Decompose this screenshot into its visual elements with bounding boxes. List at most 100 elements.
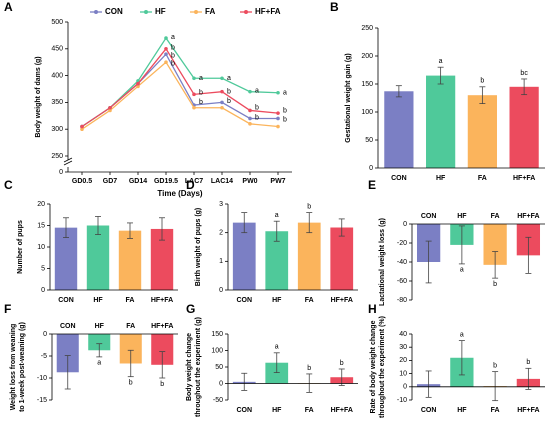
axis-break xyxy=(63,157,73,166)
significance-letter: b xyxy=(199,90,203,97)
x-tick-label: HF xyxy=(457,407,467,414)
x-tick-label: PW0 xyxy=(242,178,257,185)
x-tick-label: GD14 xyxy=(129,178,147,185)
y-tick-label: -80 xyxy=(397,297,407,304)
panel-label: A xyxy=(4,0,13,14)
significance-letter: b xyxy=(526,359,530,366)
y-axis-label: Body weight change xyxy=(186,333,193,401)
x-tick-label: LAC14 xyxy=(211,178,233,185)
bar xyxy=(151,334,174,365)
x-tick-label: HF+FA xyxy=(151,297,173,304)
y-tick-label: 20 xyxy=(37,201,45,208)
x-tick-label: PW7 xyxy=(270,178,285,185)
significance-letter: a xyxy=(227,75,231,82)
y-tick-label: 30 xyxy=(399,344,407,351)
series-point xyxy=(192,105,196,110)
x-tick-label: HF xyxy=(93,297,103,304)
significance-letter: b xyxy=(129,380,133,387)
x-tick-label: CON xyxy=(421,407,437,414)
x-tick-label: FA xyxy=(126,323,135,330)
x-tick-label: GD7 xyxy=(103,178,118,185)
series-point xyxy=(220,76,224,81)
significance-letter: b xyxy=(283,116,287,123)
y-tick-label: 350 xyxy=(51,99,63,106)
y-axis-label: Body weight of dams (g) xyxy=(35,56,42,137)
series-point xyxy=(248,108,252,113)
legend-label: HF xyxy=(155,7,166,16)
y-tick-label: 15 xyxy=(37,222,45,229)
y-tick-label: 500 xyxy=(51,19,63,26)
x-tick-label: CON xyxy=(236,407,252,414)
y-tick-label: 2 xyxy=(219,230,223,237)
significance-letter: b xyxy=(493,281,497,288)
x-tick-label: HF xyxy=(436,175,446,182)
y-tick-label: 10 xyxy=(399,370,407,377)
y-tick-label: 0 xyxy=(219,380,223,387)
y-tick-label: 200 xyxy=(361,53,373,60)
y-tick-label: 20 xyxy=(399,357,407,364)
bar xyxy=(56,334,79,373)
significance-letter: a xyxy=(460,331,464,338)
series-point xyxy=(220,105,224,110)
series-point xyxy=(276,124,280,129)
series-point xyxy=(80,127,84,131)
y-tick-label: 1 xyxy=(219,258,223,265)
panel-label: C xyxy=(4,178,13,192)
series-point xyxy=(136,81,140,86)
x-tick-label: CON xyxy=(60,323,76,330)
series-point xyxy=(192,76,196,81)
bar xyxy=(426,75,456,168)
series-point xyxy=(220,89,224,94)
significance-letter: b xyxy=(307,365,311,372)
x-tick-label: HF+FA xyxy=(331,407,353,414)
y-tick-label: -10 xyxy=(397,397,407,404)
series-point xyxy=(220,100,224,105)
significance-letter: a xyxy=(283,90,287,97)
series-point xyxy=(108,108,112,113)
y-axis-label: Gestational weight gain (g) xyxy=(345,53,352,142)
y-tick-label: -5 xyxy=(41,353,47,360)
y-tick-label: 250 xyxy=(51,153,63,160)
significance-letter: a xyxy=(439,58,443,65)
y-tick-label: 5 xyxy=(41,265,45,272)
y-tick-label: 50 xyxy=(365,137,373,144)
bar xyxy=(118,230,142,290)
y-tick-label: 400 xyxy=(51,72,63,79)
y-tick-label: -10 xyxy=(37,375,47,382)
bar xyxy=(88,334,111,351)
significance-letter: b xyxy=(283,107,287,114)
series-point xyxy=(164,52,168,56)
x-tick-label: CON xyxy=(421,213,437,220)
significance-letter: b xyxy=(480,78,484,85)
legend-marker xyxy=(244,10,248,14)
significance-letter: b xyxy=(171,53,175,60)
series-point xyxy=(164,36,168,40)
y-axis-label: throughout the experiment (g) xyxy=(195,317,202,417)
significance-letter: a xyxy=(199,75,203,82)
bar xyxy=(265,362,289,384)
bar xyxy=(483,224,507,265)
y-axis-label: Birth weight of pups (g) xyxy=(195,208,202,287)
significance-letter: b xyxy=(493,362,497,369)
significance-letter: b xyxy=(307,203,311,210)
x-tick-label: GD19.5 xyxy=(154,178,178,185)
series-point xyxy=(136,84,140,89)
y-axis-label: Weight loss from weaning xyxy=(10,324,17,411)
series-line xyxy=(81,47,279,128)
significance-letter: a xyxy=(171,34,175,41)
significance-letter: b xyxy=(227,89,231,96)
y-tick-label: 450 xyxy=(51,46,63,53)
significance-letter: a xyxy=(460,267,464,274)
significance-letter: b xyxy=(171,61,175,68)
x-tick-label: CON xyxy=(391,175,407,182)
y-tick-label: 100 xyxy=(211,347,223,354)
y-tick-label: 0 xyxy=(219,287,223,294)
significance-letter: b xyxy=(340,360,344,367)
x-tick-label: HF+FA xyxy=(517,213,539,220)
x-tick-label: CON xyxy=(58,297,74,304)
significance-letter: b xyxy=(199,99,203,106)
y-tick-label: 0 xyxy=(403,384,407,391)
y-tick-label: 250 xyxy=(361,25,373,32)
significance-letter: a xyxy=(275,344,279,351)
